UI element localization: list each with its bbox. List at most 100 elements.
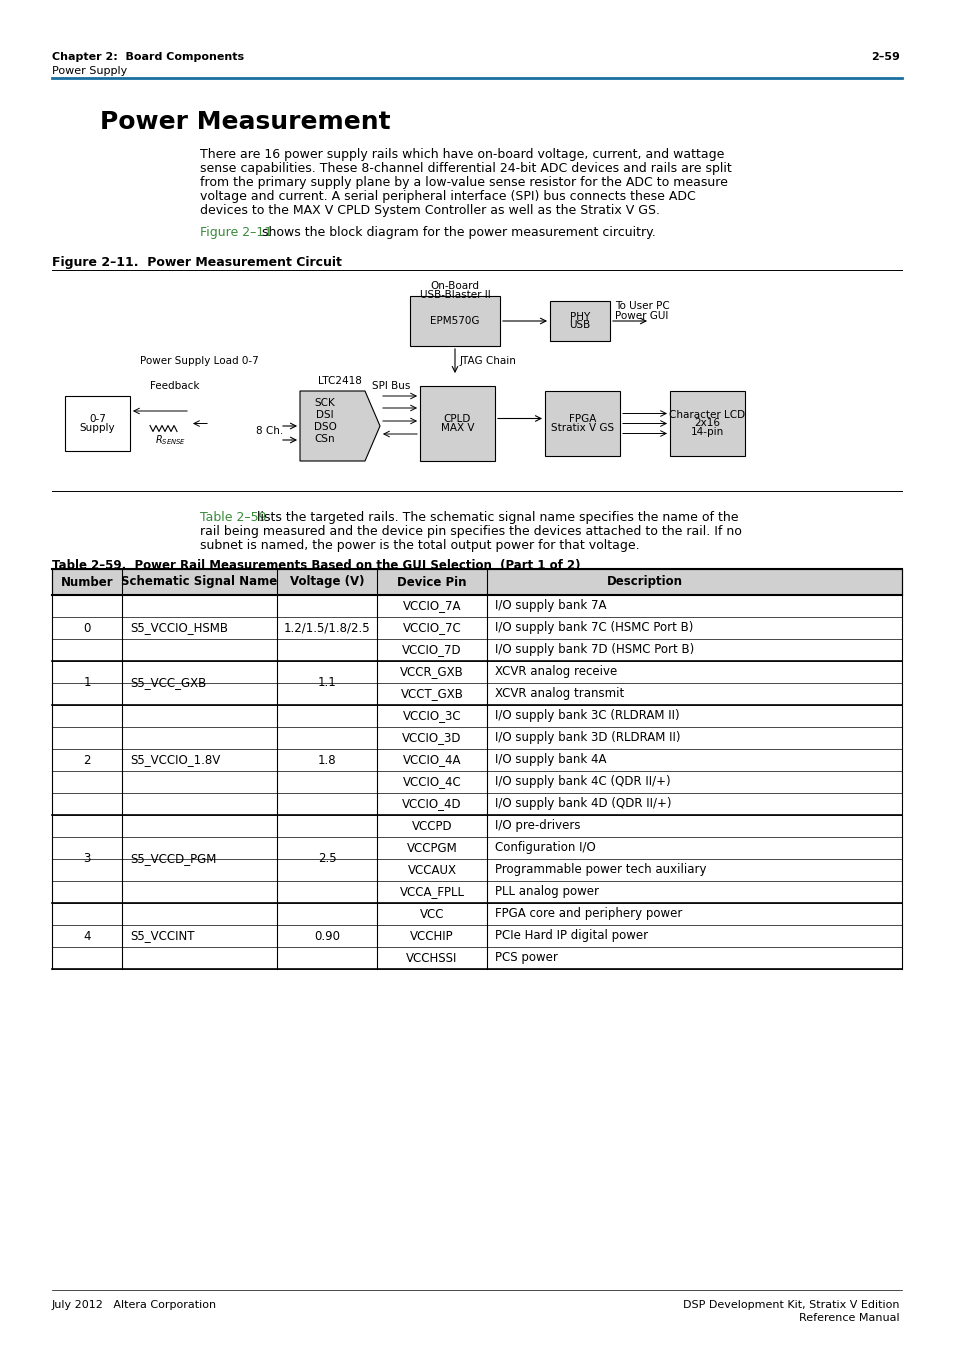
Text: Reference Manual: Reference Manual xyxy=(799,1314,899,1323)
Text: VCCIO_7A: VCCIO_7A xyxy=(402,599,460,613)
FancyBboxPatch shape xyxy=(550,301,609,342)
Polygon shape xyxy=(299,392,379,460)
Text: DSO: DSO xyxy=(314,423,336,432)
Text: Voltage (V): Voltage (V) xyxy=(290,575,364,589)
Text: from the primary supply plane by a low-value sense resistor for the ADC to measu: from the primary supply plane by a low-v… xyxy=(200,176,727,189)
Text: EPM570G: EPM570G xyxy=(430,316,479,325)
Text: VCCHIP: VCCHIP xyxy=(410,930,454,942)
Text: 1.8: 1.8 xyxy=(317,753,336,767)
Text: I/O supply bank 4A: I/O supply bank 4A xyxy=(495,753,606,767)
FancyBboxPatch shape xyxy=(52,728,901,749)
Text: CSn: CSn xyxy=(314,433,335,444)
Text: VCCT_GXB: VCCT_GXB xyxy=(400,687,463,701)
Text: VCCIO_3D: VCCIO_3D xyxy=(402,732,461,744)
Text: FPGA: FPGA xyxy=(568,414,596,424)
Text: Power GUI: Power GUI xyxy=(615,310,668,321)
FancyBboxPatch shape xyxy=(52,662,901,683)
Text: Number: Number xyxy=(61,575,113,589)
Text: Device Pin: Device Pin xyxy=(396,575,466,589)
Text: voltage and current. A serial peripheral interface (SPI) bus connects these ADC: voltage and current. A serial peripheral… xyxy=(200,190,695,202)
FancyBboxPatch shape xyxy=(52,792,901,815)
Text: Description: Description xyxy=(606,575,681,589)
FancyBboxPatch shape xyxy=(52,771,901,792)
Text: Power Supply Load 0-7: Power Supply Load 0-7 xyxy=(140,356,258,366)
Text: 4: 4 xyxy=(83,930,91,942)
Text: I/O pre-drivers: I/O pre-drivers xyxy=(495,819,579,833)
FancyBboxPatch shape xyxy=(52,925,901,946)
Text: rail being measured and the device pin specifies the devices attached to the rai: rail being measured and the device pin s… xyxy=(200,525,741,539)
Text: Stratix V GS: Stratix V GS xyxy=(551,423,614,433)
Text: VCCPGM: VCCPGM xyxy=(406,841,456,855)
Text: FPGA core and periphery power: FPGA core and periphery power xyxy=(495,907,681,921)
Text: lists the targeted rails. The schematic signal name specifies the name of the: lists the targeted rails. The schematic … xyxy=(253,512,738,524)
Text: 3: 3 xyxy=(83,852,91,865)
Text: 0-7: 0-7 xyxy=(89,414,106,424)
Text: I/O supply bank 4C (QDR II/+): I/O supply bank 4C (QDR II/+) xyxy=(495,775,670,788)
Text: I/O supply bank 3D (RLDRAM II): I/O supply bank 3D (RLDRAM II) xyxy=(495,732,679,744)
FancyBboxPatch shape xyxy=(544,392,619,456)
FancyBboxPatch shape xyxy=(52,946,901,969)
Text: JTAG Chain: JTAG Chain xyxy=(459,356,517,366)
Text: XCVR analog transmit: XCVR analog transmit xyxy=(495,687,623,701)
Text: shows the block diagram for the power measurement circuitry.: shows the block diagram for the power me… xyxy=(258,225,656,239)
FancyBboxPatch shape xyxy=(52,859,901,882)
Text: PCIe Hard IP digital power: PCIe Hard IP digital power xyxy=(495,930,647,942)
FancyBboxPatch shape xyxy=(52,882,901,903)
Text: Figure 2–11.  Power Measurement Circuit: Figure 2–11. Power Measurement Circuit xyxy=(52,256,341,269)
Text: VCCIO_7C: VCCIO_7C xyxy=(402,621,461,634)
Text: Configuration I/O: Configuration I/O xyxy=(495,841,595,855)
Text: 2: 2 xyxy=(83,753,91,767)
FancyBboxPatch shape xyxy=(52,639,901,662)
Text: SPI Bus: SPI Bus xyxy=(372,381,410,392)
Text: PCS power: PCS power xyxy=(495,952,558,964)
Text: subnet is named, the power is the total output power for that voltage.: subnet is named, the power is the total … xyxy=(200,539,639,552)
Text: I/O supply bank 7D (HSMC Port B): I/O supply bank 7D (HSMC Port B) xyxy=(495,644,694,656)
FancyBboxPatch shape xyxy=(410,296,499,346)
Text: Table 2–59.  Power Rail Measurements Based on the GUI Selection  (Part 1 of 2): Table 2–59. Power Rail Measurements Base… xyxy=(52,559,579,572)
Text: Feedback: Feedback xyxy=(150,381,199,392)
Text: Figure 2–11: Figure 2–11 xyxy=(200,225,272,239)
Text: I/O supply bank 7A: I/O supply bank 7A xyxy=(495,599,606,613)
FancyBboxPatch shape xyxy=(65,396,130,451)
Text: I/O supply bank 4D (QDR II/+): I/O supply bank 4D (QDR II/+) xyxy=(495,798,671,810)
FancyBboxPatch shape xyxy=(52,903,901,925)
Text: VCC: VCC xyxy=(419,907,444,921)
Text: There are 16 power supply rails which have on-board voltage, current, and wattag: There are 16 power supply rails which ha… xyxy=(200,148,723,161)
Text: 0: 0 xyxy=(83,621,91,634)
Text: Character LCD: Character LCD xyxy=(669,410,745,420)
Text: DSI: DSI xyxy=(315,410,334,420)
Text: Programmable power tech auxiliary: Programmable power tech auxiliary xyxy=(495,864,706,876)
Text: 2x16: 2x16 xyxy=(694,418,720,428)
Text: Chapter 2:  Board Components: Chapter 2: Board Components xyxy=(52,53,244,62)
Text: Power Measurement: Power Measurement xyxy=(100,109,390,134)
Text: sense capabilities. These 8-channel differential 24-bit ADC devices and rails ar: sense capabilities. These 8-channel diff… xyxy=(200,162,731,176)
Text: VCCIO_4D: VCCIO_4D xyxy=(402,798,461,810)
FancyBboxPatch shape xyxy=(52,595,901,617)
Text: Supply: Supply xyxy=(80,423,115,433)
FancyBboxPatch shape xyxy=(52,568,901,595)
Text: $R_{SENSE}$: $R_{SENSE}$ xyxy=(154,433,186,447)
Text: S5_VCC_GXB: S5_VCC_GXB xyxy=(130,676,206,690)
Text: VCCAUX: VCCAUX xyxy=(407,864,456,876)
Text: VCCA_FPLL: VCCA_FPLL xyxy=(399,886,464,899)
Text: I/O supply bank 3C (RLDRAM II): I/O supply bank 3C (RLDRAM II) xyxy=(495,710,679,722)
Text: PHY: PHY xyxy=(569,312,590,321)
Text: DSP Development Kit, Stratix V Edition: DSP Development Kit, Stratix V Edition xyxy=(682,1300,899,1310)
Text: LTC2418: LTC2418 xyxy=(317,377,361,386)
FancyBboxPatch shape xyxy=(52,705,901,728)
FancyBboxPatch shape xyxy=(52,837,901,859)
Text: 2–59: 2–59 xyxy=(870,53,899,62)
FancyBboxPatch shape xyxy=(669,392,744,456)
Text: VCCPD: VCCPD xyxy=(412,819,452,833)
Text: 2.5: 2.5 xyxy=(317,852,336,865)
Text: SCK: SCK xyxy=(314,398,335,408)
Text: S5_VCCIO_HSMB: S5_VCCIO_HSMB xyxy=(130,621,228,634)
Text: devices to the MAX V CPLD System Controller as well as the Stratix V GS.: devices to the MAX V CPLD System Control… xyxy=(200,204,659,217)
FancyBboxPatch shape xyxy=(52,749,901,771)
Text: USB: USB xyxy=(569,320,590,331)
Text: VCCIO_7D: VCCIO_7D xyxy=(402,644,461,656)
Text: To User PC: To User PC xyxy=(615,301,669,310)
Text: 14-pin: 14-pin xyxy=(690,427,723,437)
Text: PLL analog power: PLL analog power xyxy=(495,886,598,899)
Text: VCCR_GXB: VCCR_GXB xyxy=(399,666,463,679)
